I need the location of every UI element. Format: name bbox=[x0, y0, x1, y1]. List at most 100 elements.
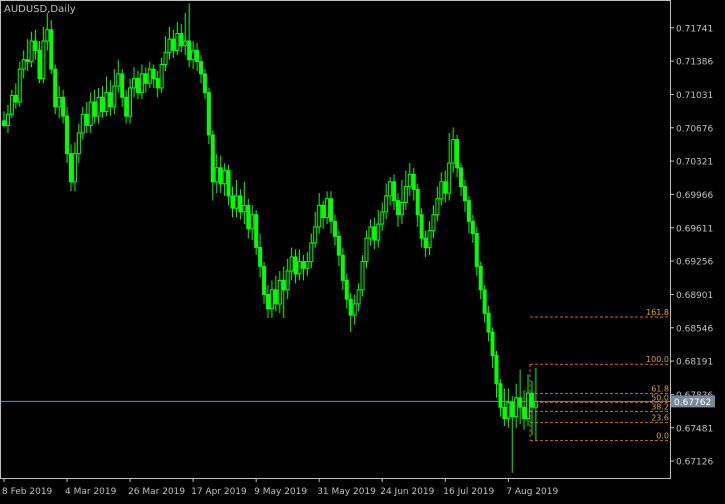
candle-body-bear bbox=[262, 265, 267, 296]
candle-body-bear bbox=[372, 226, 377, 241]
candle-body-bear bbox=[490, 331, 495, 357]
time-axis-label: 31 May 2019 bbox=[317, 487, 376, 497]
candle-body-bull bbox=[269, 289, 274, 310]
candle-body-bull bbox=[163, 51, 168, 65]
price-axis-label: 0.71031 bbox=[676, 91, 713, 101]
candle-body-bear bbox=[13, 94, 18, 103]
candle-body-bear bbox=[199, 61, 203, 75]
fibonacci-retracement[interactable]: 161.8 100.0 61.850.038.2 23.6 0.0 bbox=[529, 308, 671, 442]
price-axis-label: 0.68191 bbox=[676, 358, 713, 368]
price-axis-label: 0.69611 bbox=[676, 224, 713, 234]
candle-body-bear bbox=[529, 392, 534, 408]
candle-body-bear bbox=[455, 139, 460, 169]
candle-body-bull bbox=[309, 242, 314, 263]
time-axis-label: 8 Feb 2019 bbox=[2, 487, 53, 497]
candle-body-bear bbox=[486, 312, 491, 333]
candle-body-bear bbox=[238, 195, 243, 213]
candle-body-bear bbox=[210, 134, 215, 183]
candle-body-bull bbox=[80, 113, 85, 134]
candle-body-bull bbox=[132, 78, 137, 89]
candle-body-bull bbox=[191, 49, 196, 61]
candle-body-bull bbox=[325, 198, 330, 219]
candle-body-bull bbox=[41, 40, 46, 80]
candle-body-bear bbox=[329, 198, 334, 222]
time-axis-label: 9 May 2019 bbox=[254, 487, 307, 497]
time-axis-label: 16 Jul 2019 bbox=[443, 487, 494, 497]
candle-body-bear bbox=[226, 170, 231, 197]
candle-body-bull bbox=[514, 397, 519, 418]
candle-body-bear bbox=[348, 298, 353, 316]
candle-body-bull bbox=[380, 211, 385, 225]
candle-body-bull bbox=[356, 289, 361, 305]
candle-body-bull bbox=[451, 139, 456, 164]
candle-body-bear bbox=[443, 181, 448, 194]
candle-body-bull bbox=[222, 170, 227, 185]
candle-body-bear bbox=[510, 402, 515, 418]
candle-body-bear bbox=[171, 38, 176, 51]
price-axis[interactable]: 0.71741 0.71386 0.71031 0.70676 0.70321 0.699… bbox=[670, 24, 713, 468]
time-axis-label: 26 Mar 2019 bbox=[128, 487, 185, 497]
candle-body-bull bbox=[533, 401, 538, 408]
candle-body-bear bbox=[61, 96, 66, 117]
candle-body-bull bbox=[183, 40, 188, 47]
candle-body-bear bbox=[92, 101, 97, 117]
fib-level-label: 100.0 bbox=[646, 355, 669, 364]
time-axis-label: 4 Mar 2019 bbox=[65, 487, 117, 497]
candle-body-bull bbox=[128, 87, 133, 117]
candle-body-bull bbox=[352, 303, 357, 316]
fib-level-label: 61.8 bbox=[651, 384, 669, 393]
price-axis-label: 0.71741 bbox=[676, 24, 713, 34]
candle-body-bear bbox=[415, 188, 420, 216]
candle-body-bull bbox=[427, 230, 432, 249]
candle-body-bull bbox=[167, 38, 172, 53]
candle-body-bull bbox=[368, 226, 373, 239]
price-axis-label: 0.71386 bbox=[676, 58, 713, 68]
current-price-label: 0.67762 bbox=[674, 398, 711, 408]
candle-body-bear bbox=[466, 200, 471, 222]
candle-body-bear bbox=[2, 120, 6, 127]
candle-body-bear bbox=[344, 279, 349, 300]
candle-body-bear bbox=[202, 73, 207, 94]
current-price-tag: 0.67762 bbox=[671, 395, 715, 408]
candle-body-bull bbox=[376, 223, 381, 241]
candle-body-bear bbox=[459, 167, 464, 188]
fib-level-label: 161.8 bbox=[646, 308, 669, 317]
candle-body-bull bbox=[57, 96, 62, 108]
candle-body-bear bbox=[25, 59, 30, 63]
candle-body-bull bbox=[305, 261, 310, 269]
candle-body-bear bbox=[494, 355, 499, 385]
chart-title: AUDUSD,Daily bbox=[4, 4, 76, 15]
candle-body-bear bbox=[187, 40, 192, 61]
candle-body-bear bbox=[474, 232, 479, 267]
candle-body-bull bbox=[21, 59, 26, 70]
current-price-tag-bg bbox=[671, 395, 715, 408]
time-axis-label: 7 Aug 2019 bbox=[506, 487, 558, 497]
candle-body-bull bbox=[447, 162, 452, 194]
candle-body-bull bbox=[526, 392, 531, 419]
candle-body-bear bbox=[155, 78, 160, 89]
candle-body-bull bbox=[289, 256, 294, 272]
candle-body-bear bbox=[392, 181, 397, 202]
candle-body-bull bbox=[5, 113, 10, 127]
candle-body-bull bbox=[360, 261, 365, 291]
candle-body-bear bbox=[281, 279, 286, 291]
candle-body-bull bbox=[139, 73, 144, 94]
candle-body-bear bbox=[478, 265, 483, 291]
candle-body-bear bbox=[246, 204, 251, 230]
candle-body-bear bbox=[340, 254, 345, 281]
candle-body-bear bbox=[518, 397, 523, 408]
candle-body-bull bbox=[242, 204, 247, 213]
candle-body-bull bbox=[439, 181, 444, 200]
candle-body-bear bbox=[135, 78, 140, 94]
candle-body-bull bbox=[104, 92, 109, 112]
price-axis-label: 0.70676 bbox=[676, 124, 713, 134]
candle-body-bull bbox=[17, 68, 22, 103]
candle-body-bull bbox=[88, 101, 93, 127]
candle-body-bear bbox=[120, 73, 125, 98]
candle-body-bear bbox=[124, 96, 129, 117]
candle-body-bear bbox=[301, 261, 306, 269]
candle-body-bear bbox=[419, 214, 424, 239]
time-axis[interactable]: 8 Feb 2019 4 Mar 2019 26 Mar 2019 17 Apr 20… bbox=[2, 478, 559, 497]
